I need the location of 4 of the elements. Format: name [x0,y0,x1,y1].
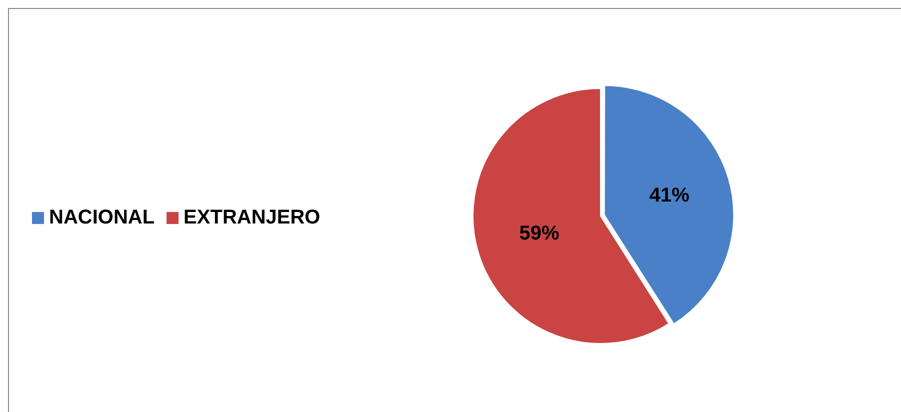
data-label: 59% [519,222,560,244]
data-label: 41% [649,184,690,206]
legend-label: NACIONAL [49,206,155,229]
legend-label: EXTRANJERO [184,206,320,229]
